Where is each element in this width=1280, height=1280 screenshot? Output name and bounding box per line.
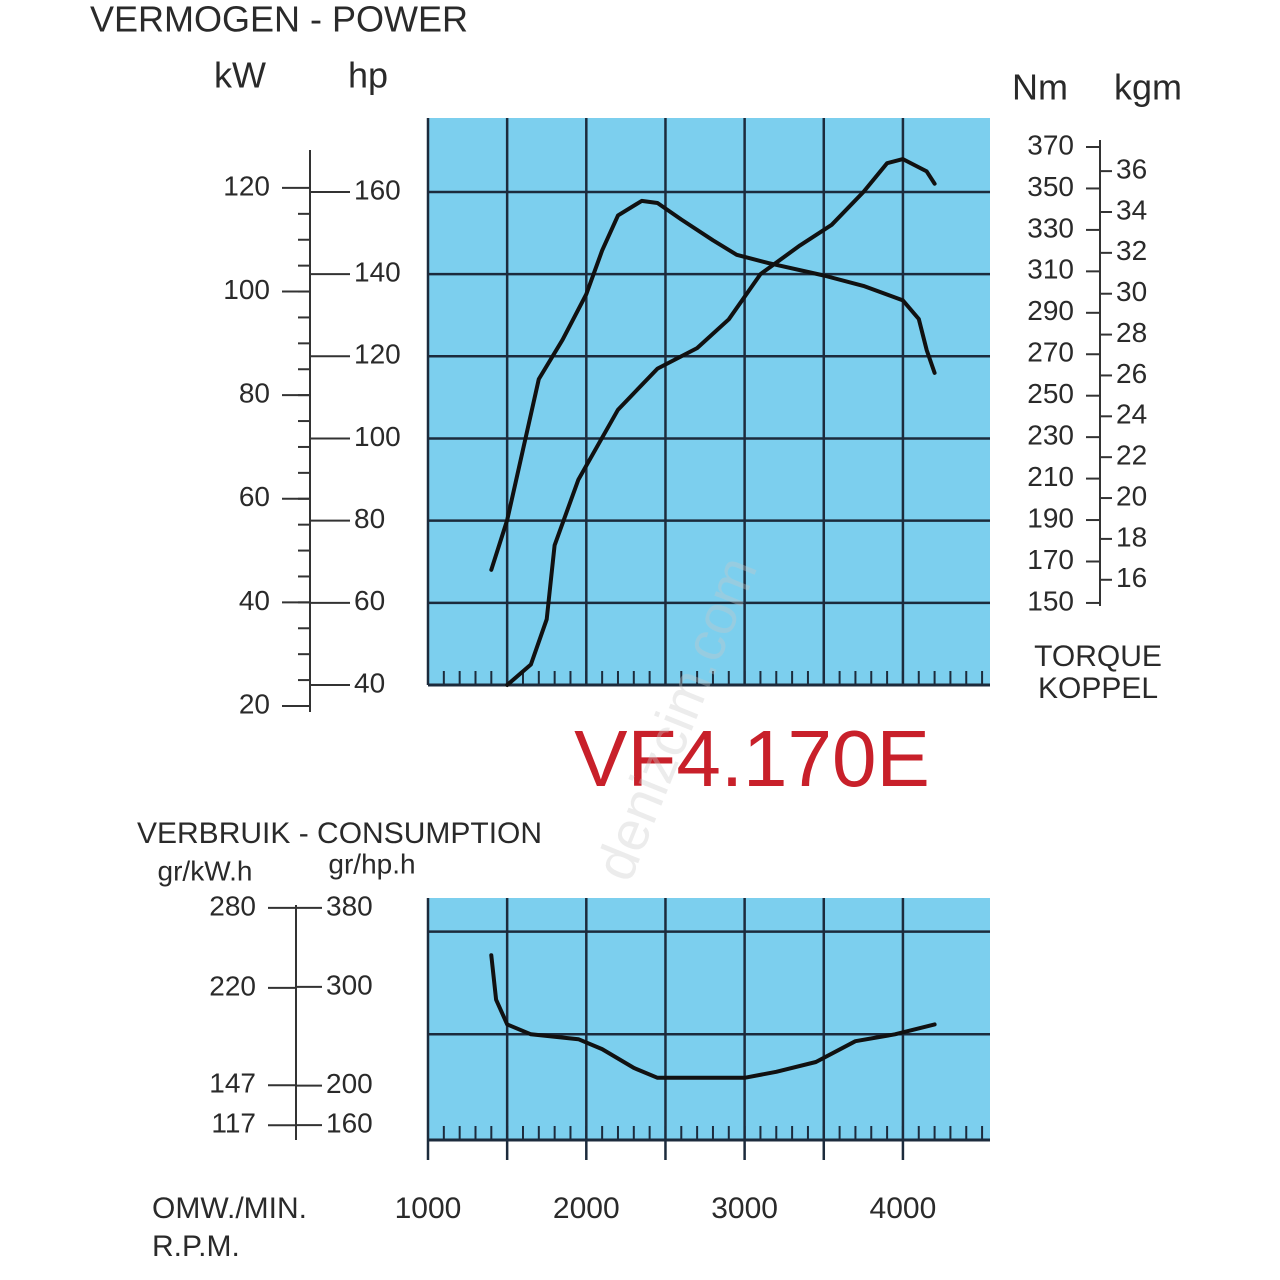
y-tick-label: 280 — [209, 890, 256, 921]
axis-unit: kW — [214, 55, 266, 96]
axis-unit: hp — [348, 55, 388, 96]
y-tick-label: 270 — [1027, 337, 1074, 368]
y-tick-label: 80 — [354, 503, 385, 534]
y-tick-label: 120 — [354, 339, 401, 370]
y-tick-label: 330 — [1027, 212, 1074, 243]
y-tick-label: 40 — [354, 667, 385, 698]
axis-unit: gr/hp.h — [328, 848, 415, 879]
series-line — [505, 157, 937, 687]
axis-note: TORQUE — [1034, 640, 1162, 673]
y-tick-label: 40 — [239, 585, 270, 616]
y-tick-label: 20 — [1116, 480, 1147, 511]
y-tick-label: 34 — [1116, 194, 1147, 225]
y-tick-label: 22 — [1116, 440, 1147, 471]
y-tick-label: 80 — [239, 378, 270, 409]
series-line — [489, 198, 937, 572]
y-tick-label: 147 — [209, 1068, 256, 1099]
y-tick-label: 16 — [1116, 562, 1147, 593]
x-axis-label: R.P.M. — [152, 1230, 240, 1263]
y-tick-label: 380 — [326, 890, 373, 921]
plot-background — [428, 898, 990, 1140]
series-line — [489, 953, 937, 1080]
y-tick-label: 117 — [211, 1108, 256, 1139]
y-tick-label: 150 — [1027, 585, 1074, 616]
axis-unit: Nm — [1012, 67, 1068, 108]
y-tick-label: 290 — [1027, 295, 1074, 326]
y-tick-label: 170 — [1027, 544, 1074, 575]
y-tick-label: 370 — [1027, 129, 1074, 160]
y-tick-label: 230 — [1027, 420, 1074, 451]
chart-title: VERMOGEN - POWER — [90, 0, 468, 40]
x-tick-label: 1000 — [395, 1192, 462, 1225]
y-tick-label: 310 — [1027, 254, 1074, 285]
y-tick-label: 160 — [326, 1108, 373, 1139]
y-tick-label: 30 — [1116, 276, 1147, 307]
x-axis-label: OMW./MIN. — [152, 1192, 307, 1225]
y-tick-label: 100 — [354, 421, 401, 452]
y-tick-label: 200 — [326, 1068, 373, 1099]
plot-background — [428, 118, 990, 685]
y-tick-label: 24 — [1116, 399, 1147, 430]
model-label: VF4.170E — [574, 714, 930, 803]
axis-note: KOPPEL — [1038, 672, 1158, 705]
y-tick-label: 26 — [1116, 358, 1147, 389]
y-tick-label: 120 — [223, 170, 270, 201]
y-tick-label: 190 — [1027, 502, 1074, 533]
x-tick-label: 2000 — [553, 1192, 620, 1225]
y-tick-label: 32 — [1116, 235, 1147, 266]
axis-unit: kgm — [1114, 67, 1182, 108]
y-tick-label: 300 — [326, 969, 373, 1000]
x-tick-label: 3000 — [711, 1192, 778, 1225]
y-tick-label: 28 — [1116, 317, 1147, 348]
y-tick-label: 36 — [1116, 154, 1147, 185]
y-tick-label: 250 — [1027, 378, 1074, 409]
axis-unit: gr/kW.h — [158, 855, 253, 886]
y-tick-label: 210 — [1027, 461, 1074, 492]
y-tick-label: 60 — [239, 481, 270, 512]
y-tick-label: 18 — [1116, 521, 1147, 552]
x-tick-label: 4000 — [870, 1192, 937, 1225]
y-tick-label: 100 — [223, 274, 270, 305]
y-tick-label: 20 — [239, 688, 270, 719]
y-tick-label: 60 — [354, 585, 385, 616]
y-tick-label: 220 — [209, 970, 256, 1001]
y-tick-label: 350 — [1027, 171, 1074, 202]
chart-title: VERBRUIK - CONSUMPTION — [137, 817, 542, 850]
y-tick-label: 160 — [354, 174, 401, 205]
y-tick-label: 140 — [354, 257, 401, 288]
